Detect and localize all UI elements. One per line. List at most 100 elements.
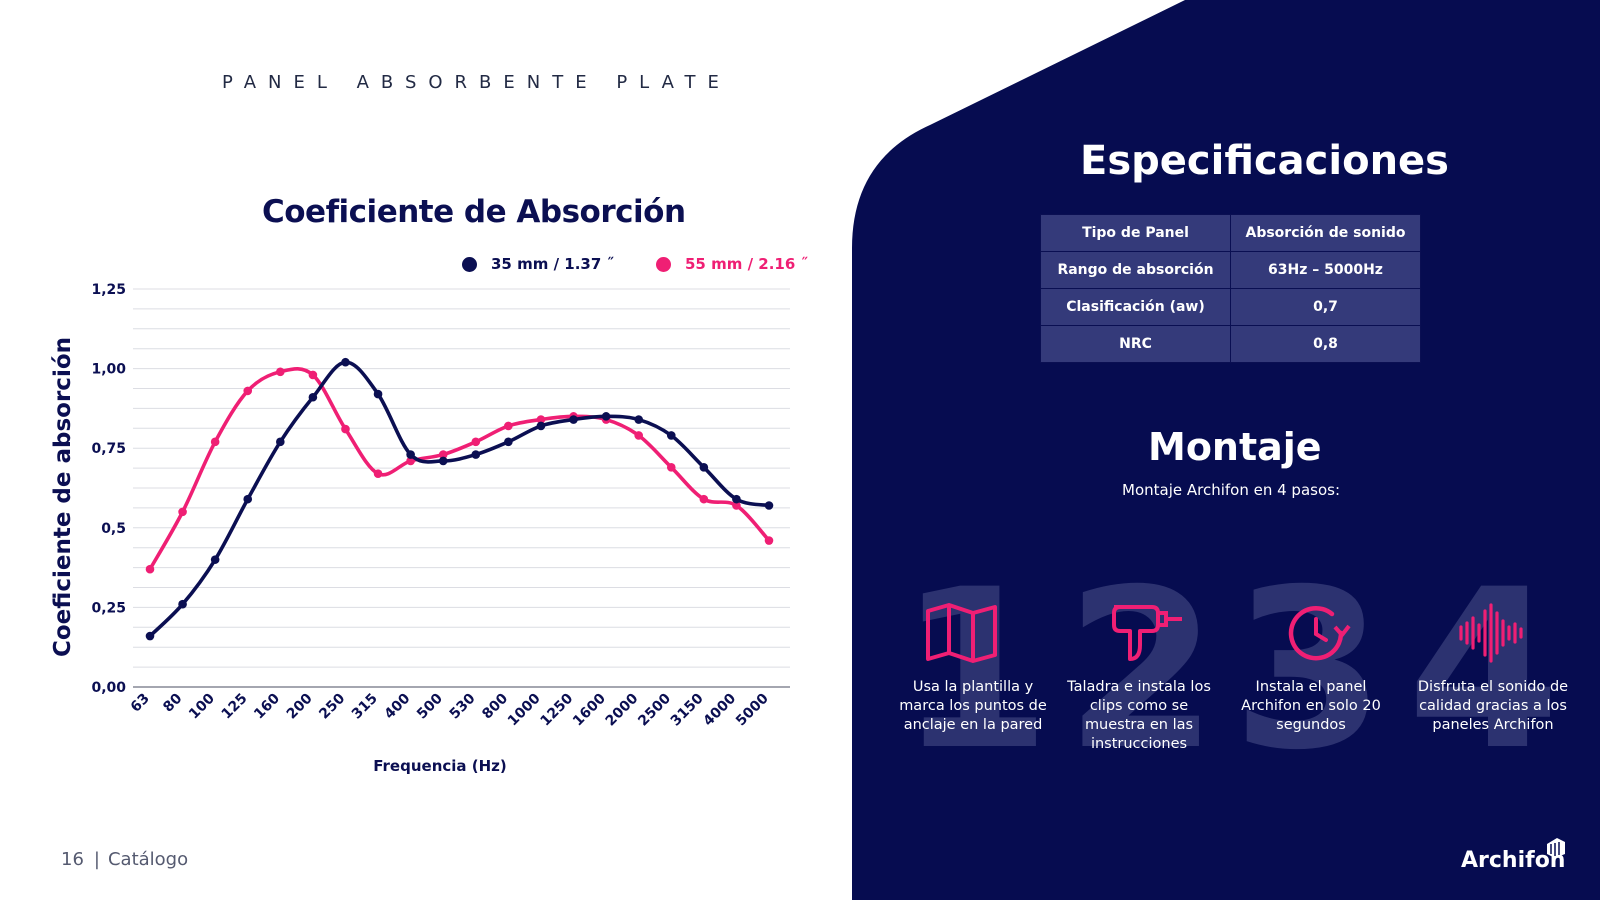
data-point [699,463,709,472]
table-cell: Rango de absorción [1040,251,1231,289]
data-point [732,501,741,510]
y-axis-label: Coeficiente de absorción [50,337,76,657]
legend-item-55mm: 55 mm / 2.16 ˝ [656,255,808,273]
specs-table: Tipo de Panel Absorción de sonido Rango … [1040,214,1421,363]
step-1-number: 1 [898,542,1052,798]
x-tick-label: 5000 [733,690,772,729]
y-tick-label: 1,00 [91,362,126,378]
data-point [699,494,709,504]
x-tick-label: 63 [128,691,153,716]
table-cell: 63Hz – 5000Hz [1230,251,1421,289]
data-point [601,412,611,421]
data-point [634,431,643,440]
y-tick-label: 0,25 [91,600,126,616]
data-point [341,424,350,434]
data-point [666,463,676,472]
table-row: NRC 0,8 [1040,325,1421,363]
step-4-text: Disfruta el sonido de calidad gracias a … [1417,679,1569,733]
table-cell: NRC [1040,325,1231,363]
x-tick-label: 200 [284,690,316,722]
chart-title: Coeficiente de Absorción [262,194,686,230]
drill-icon [1112,605,1182,661]
montaje-title: Montaje [1148,425,1322,469]
table-cell: Clasificación (aw) [1040,288,1231,326]
x-tick-label: 500 [414,690,446,722]
footer: 16 | Catálogo [61,849,189,870]
legend-marker-pink [656,256,671,272]
data-point [438,456,448,466]
table-row: Tipo de Panel Absorción de sonido [1040,214,1421,252]
data-point [308,370,318,380]
data-point [373,389,383,399]
y-tick-label: 1,25 [91,282,126,298]
data-point [145,631,155,641]
data-point [145,564,155,574]
data-point [732,494,741,504]
data-point [764,501,774,510]
x-tick-label: 80 [160,690,185,715]
data-point [471,450,481,459]
table-row: Clasificación (aw) 0,7 [1040,288,1421,326]
legend-label: 35 mm / 1.37 ˝ [491,255,615,273]
section-name: Catálogo [107,849,189,870]
data-point [308,392,318,402]
x-tick-label: 2000 [603,690,642,729]
data-point [438,450,448,459]
legend-marker-navy [462,256,477,272]
x-tick-label: 125 [219,691,251,723]
data-point [764,536,774,545]
table-cell: Tipo de Panel [1040,214,1231,252]
page-title: PANEL ABSORBENTE PLATE [222,72,731,93]
step-3-text: Instala el panel Archifon en solo 20 seg… [1241,679,1381,733]
data-point [634,415,643,424]
data-point [504,437,513,447]
x-tick-label: 1250 [537,690,576,729]
x-tick-label: 2500 [635,690,674,729]
x-tick-label: 1600 [570,690,609,729]
x-axis-label: Frequencia (Hz) [373,757,507,775]
step-1-text: Usa la plantilla y marca los puntos de a… [899,679,1047,733]
series-line [148,360,770,638]
montaje-subtitle: Montaje Archifon en 4 pasos: [1122,481,1341,499]
x-tick-label: 4000 [700,690,739,729]
page-number: 16 [61,849,84,870]
x-tick-label: 400 [381,690,413,722]
sound-wave-icon [1459,603,1523,663]
y-tick-label: 0,75 [91,441,126,457]
data-point [504,421,513,431]
data-point [341,357,350,367]
table-cell: Absorción de sonido [1230,214,1421,252]
data-point [536,421,546,431]
step-4-number: 4 [1407,542,1561,798]
data-point [666,431,676,440]
x-tick-label: 530 [447,690,479,722]
data-point [243,494,253,504]
data-point [536,415,546,424]
data-point [471,437,481,447]
data-point [569,415,578,424]
table-cell: 0,7 [1230,288,1421,326]
data-point [276,437,285,447]
x-tick-label: 160 [251,690,283,722]
x-tick-label: 3150 [668,690,707,729]
table-row: Rango de absorción 63Hz – 5000Hz [1040,251,1421,289]
data-point [210,555,220,564]
data-point [406,450,415,459]
clock-icon [1288,605,1351,661]
x-tick-label: 100 [186,690,218,722]
x-tick-label: 1000 [505,690,544,729]
data-point [178,507,187,517]
series-line [148,367,771,571]
table-cell: 0,8 [1230,325,1421,363]
step-2-text: Taladra e instala los clips como se mues… [1067,679,1211,752]
data-point [243,386,253,396]
step-2-number: 2 [1065,542,1219,798]
data-point [178,599,187,609]
data-point [373,469,383,478]
x-tick-label: 315 [349,691,381,723]
specs-title: Especificaciones [1080,138,1449,184]
data-point [210,437,220,447]
legend-item-35mm: 35 mm / 1.37 ˝ [462,255,614,273]
y-tick-label: 0,5 [101,521,126,537]
